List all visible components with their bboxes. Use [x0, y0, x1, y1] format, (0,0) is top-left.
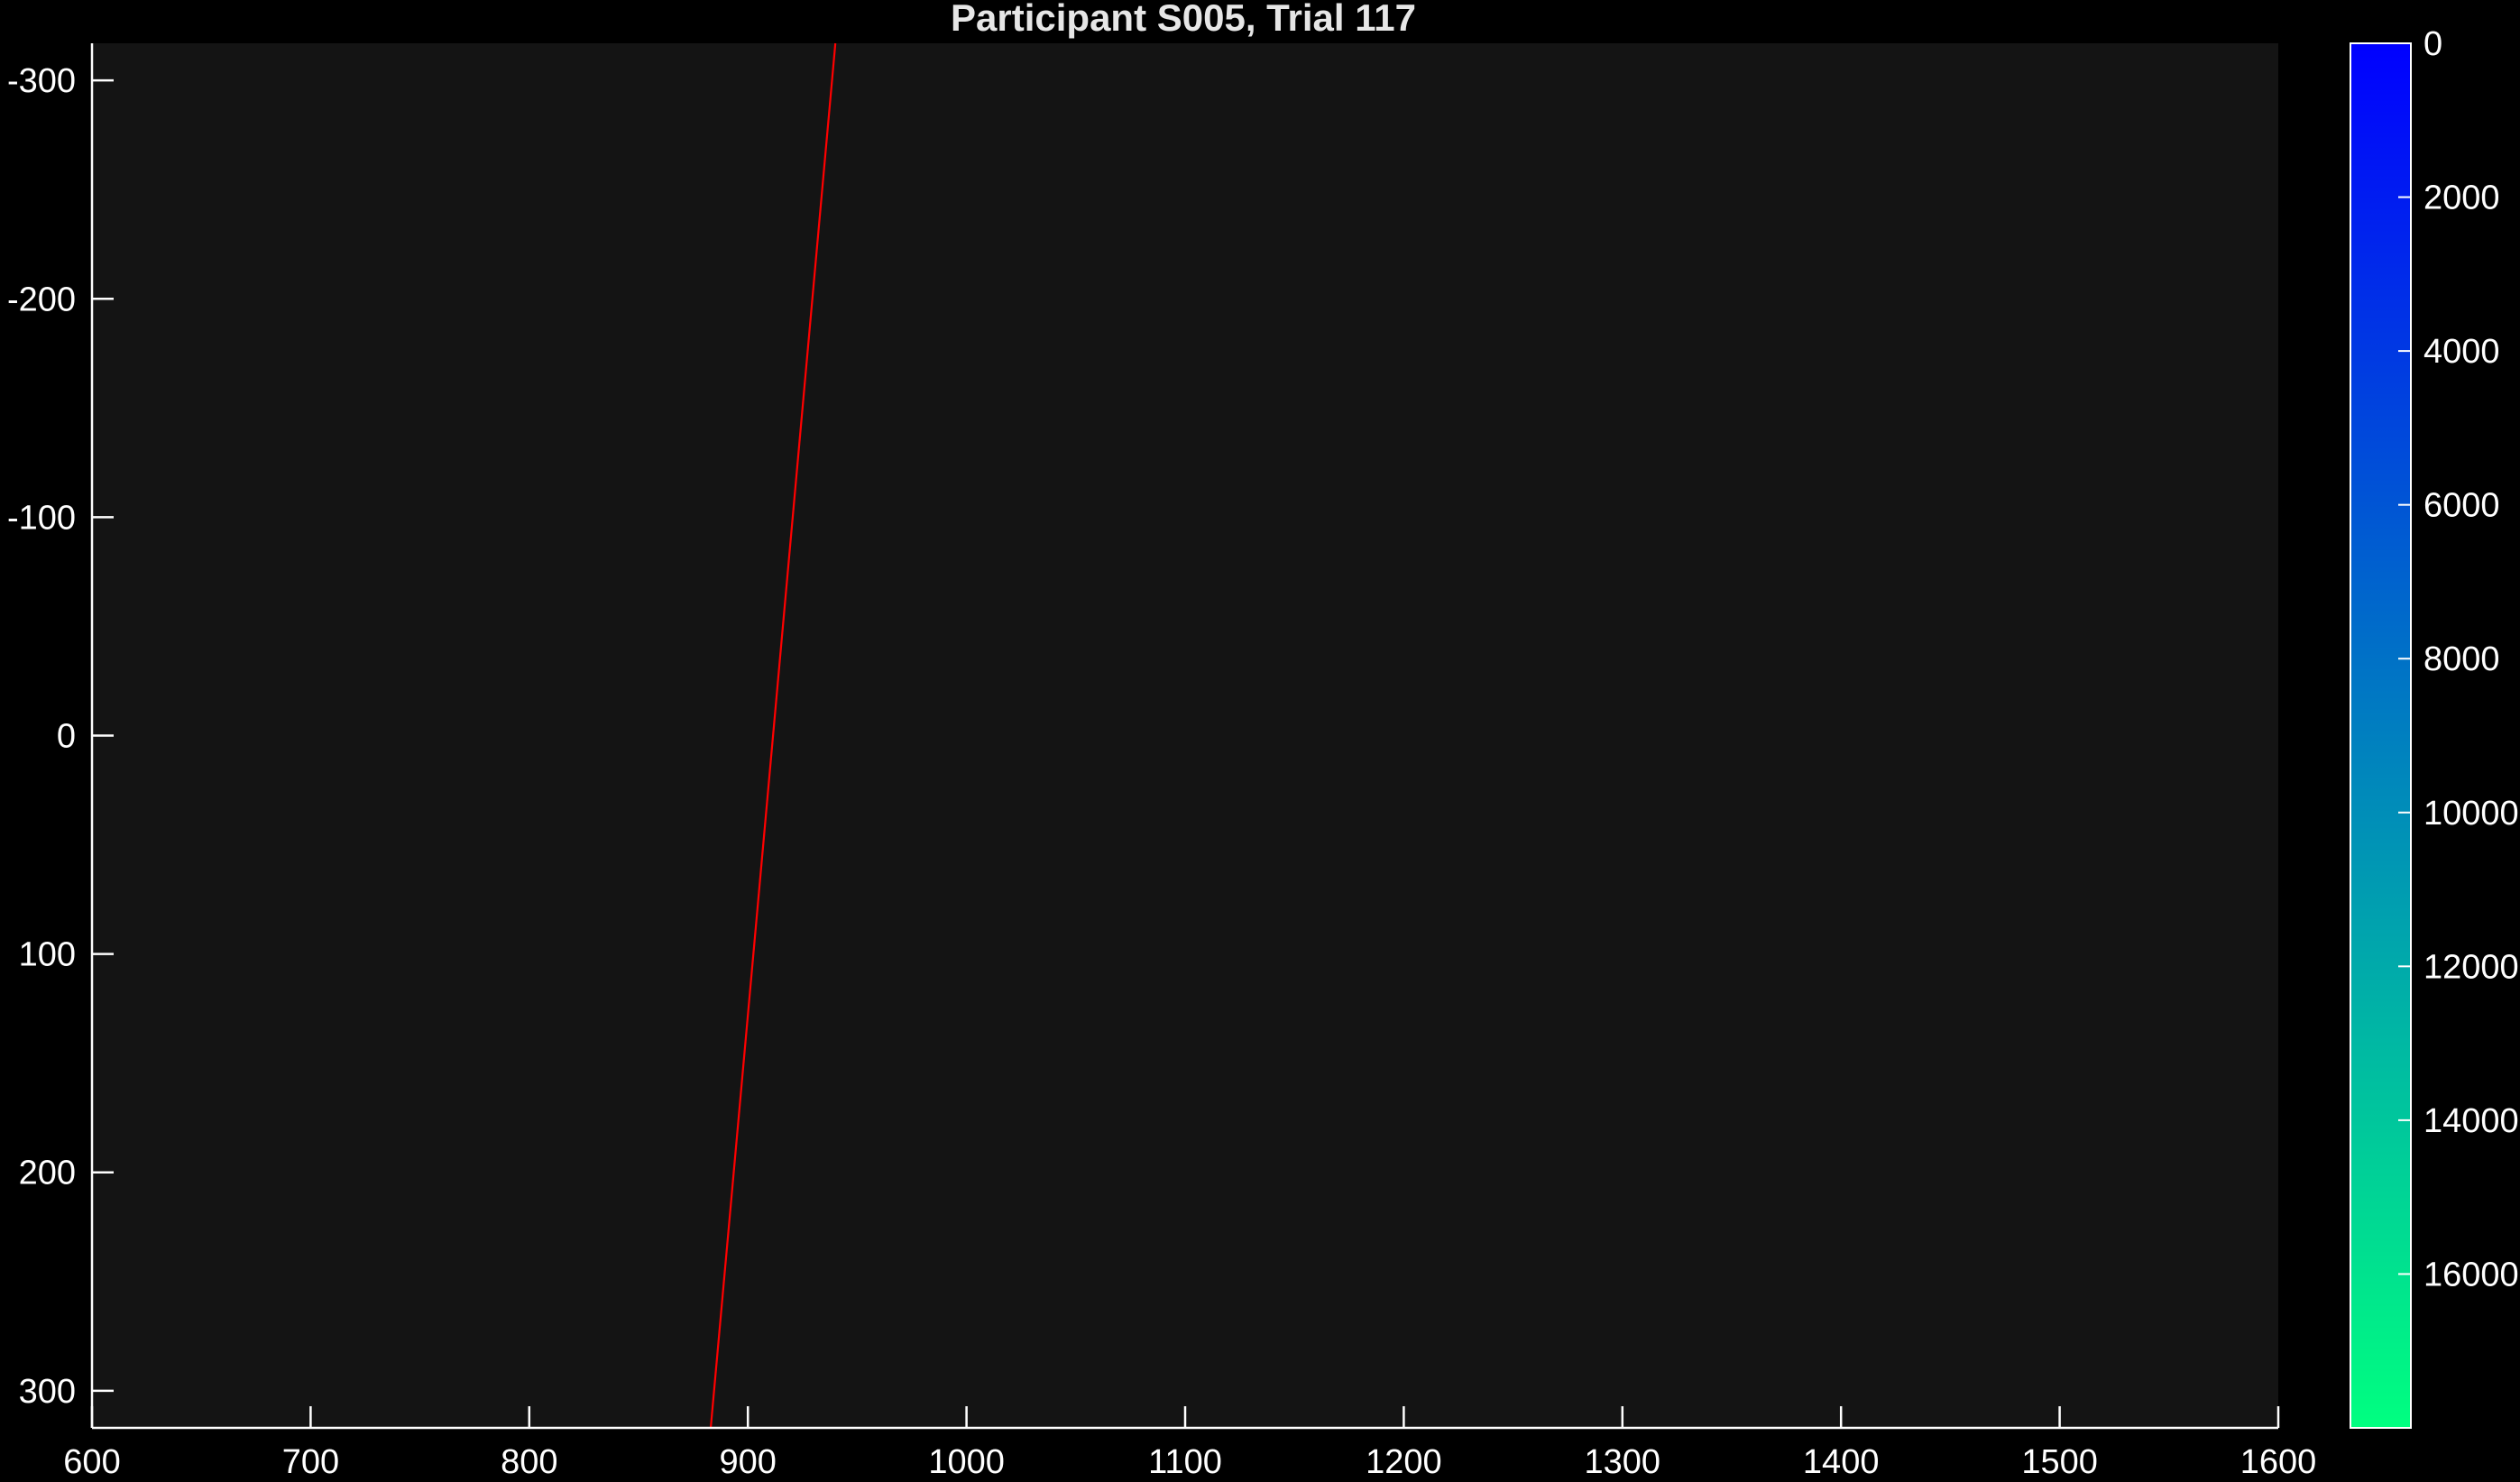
colorbar-tick-label: 2000: [2423, 179, 2500, 217]
x-tick-label: 1400: [1803, 1443, 1880, 1481]
x-tick-label: 1200: [1366, 1443, 1442, 1481]
colorbar-tick-label: 10000: [2423, 795, 2519, 833]
y-tick-label: -300: [7, 62, 76, 100]
y-tick-label: -200: [7, 281, 76, 318]
y-tick-label: 0: [57, 718, 76, 756]
x-tick-label: 1300: [1585, 1443, 1661, 1481]
colorbar-tick-label: 6000: [2423, 487, 2500, 525]
colorbar-tick-label: 12000: [2423, 948, 2519, 986]
colorbar: 0 2000 4000 6000 8000 10000 12000 14000 16000: [2350, 25, 2519, 1429]
x-tick-label: 700: [282, 1443, 339, 1481]
y-tick-label: 200: [19, 1155, 76, 1192]
series-layer: [709, 42, 837, 1429]
colorbar-gradient: [2350, 42, 2412, 1429]
y-tick-label: -100: [7, 499, 76, 537]
colorbar-tick-label: 8000: [2423, 640, 2500, 678]
series-line-0: [709, 42, 837, 1429]
x-tick-label: 800: [501, 1443, 557, 1481]
x-tick-label: 1100: [1148, 1443, 1222, 1481]
x-tick-label: 900: [719, 1443, 776, 1481]
colorbar-tick-label: 4000: [2423, 333, 2500, 371]
colorbar-ticks: 0 2000 4000 6000 8000 10000 12000 14000 16000: [2398, 25, 2519, 1293]
x-tick-label: 1600: [2240, 1443, 2317, 1481]
x-tick-label: 600: [63, 1443, 120, 1481]
colorbar-tick-label: 14000: [2423, 1102, 2519, 1140]
y-tick-label: 300: [19, 1373, 76, 1411]
axes-layer: 600 700 800 900 1000 1100 1200 1300 1400 1500 1600…: [7, 43, 2316, 1481]
chart-title: Participant S005, Trial 117: [951, 0, 1416, 39]
colorbar-tick-label: 16000: [2423, 1256, 2519, 1293]
x-tick-label: 1500: [2021, 1443, 2098, 1481]
x-tick-label: 1000: [928, 1443, 1005, 1481]
colorbar-tick-label: 0: [2423, 25, 2442, 63]
plot-area: [92, 43, 2278, 1428]
y-tick-label: 100: [19, 936, 76, 974]
